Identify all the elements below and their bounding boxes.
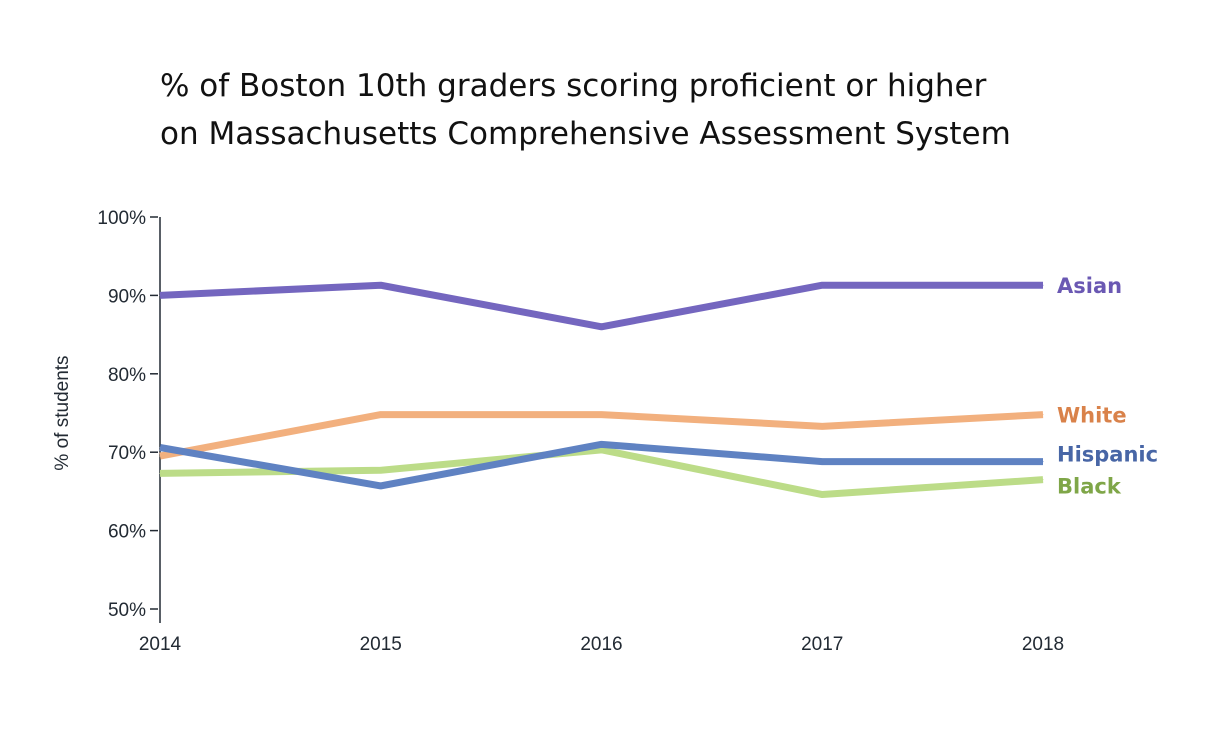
y-tick-label-90: 90% <box>108 286 146 307</box>
point-white-2018 <box>1042 414 1044 416</box>
series-lines <box>159 281 1044 499</box>
point-hispanic-2014 <box>159 446 161 448</box>
series-label-hispanic: Hispanic <box>1057 443 1158 467</box>
point-asian-2014 <box>159 294 161 296</box>
point-asian-2016 <box>601 326 602 328</box>
point-white-2016 <box>601 414 602 416</box>
point-black-2018 <box>1042 479 1044 481</box>
point-hispanic-2018 <box>1042 461 1044 463</box>
y-tick-label-70: 70% <box>108 443 146 464</box>
point-asian-2017 <box>821 284 823 286</box>
chart-title: % of Boston 10th graders scoring profici… <box>160 62 1160 158</box>
x-tick-label-2018: 2018 <box>1022 634 1064 655</box>
point-white-2015 <box>380 414 382 416</box>
chart-title-line-1: % of Boston 10th graders scoring profici… <box>160 68 987 104</box>
chart-title-line-2: on Massachusetts Comprehensive Assessmen… <box>160 116 1011 152</box>
point-white-2014 <box>159 455 161 457</box>
point-black-2015 <box>380 469 382 471</box>
x-tick-label-2015: 2015 <box>360 634 402 655</box>
series-labels: Asian White Hispanic Black <box>1057 274 1158 498</box>
series-label-black: Black <box>1057 475 1122 499</box>
point-black-2017 <box>821 494 823 496</box>
y-axis-label: % of students <box>52 355 73 470</box>
y-tick-label-100: 100% <box>97 208 146 229</box>
y-tick-label-50: 50% <box>108 600 146 621</box>
point-hispanic-2015 <box>380 485 382 487</box>
axes: 50% 60% 70% 80% 90% 100% 2014 2015 2016 2017 2018 <box>97 208 1064 655</box>
series-line-asian <box>159 281 1043 331</box>
point-black-2014 <box>159 472 161 474</box>
x-tick-label-2017: 2017 <box>801 634 843 655</box>
x-tick-label-2014: 2014 <box>139 634 182 655</box>
series-label-white: White <box>1057 404 1127 428</box>
point-white-2017 <box>821 425 823 427</box>
y-tick-label-60: 60% <box>108 522 146 543</box>
x-tick-label-2016: 2016 <box>580 634 622 655</box>
point-hispanic-2017 <box>821 461 823 463</box>
point-asian-2018 <box>1042 284 1044 286</box>
point-black-2016 <box>601 449 602 451</box>
point-asian-2015 <box>380 284 382 286</box>
series-label-asian: Asian <box>1057 274 1122 298</box>
y-tick-label-80: 80% <box>108 365 146 386</box>
point-hispanic-2016 <box>601 443 602 445</box>
